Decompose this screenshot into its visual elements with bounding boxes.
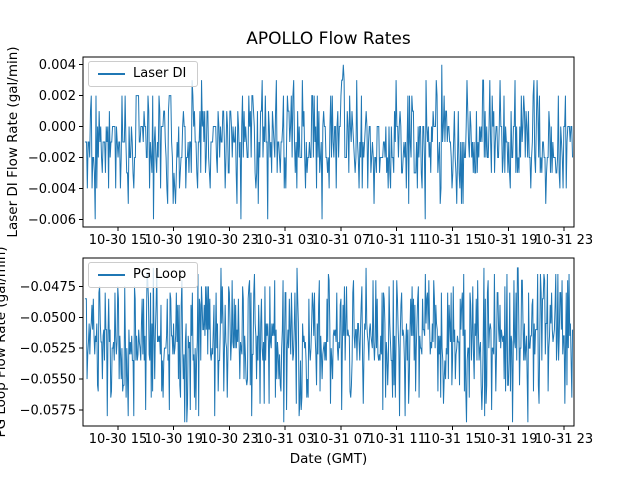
legend-laser-di: Laser DI [88, 61, 199, 87]
x-tick-label: 10-31 11 [368, 432, 426, 447]
y-tick-label: 0.000 [39, 120, 76, 135]
x-tick-label: 10-30 15 [89, 432, 147, 447]
legend-pg-loop: PG Loop [88, 262, 199, 288]
x-tick-label: 10-31 15 [423, 233, 481, 248]
x-tick-label: 10-31 03 [256, 432, 314, 447]
y-tick-label: −0.0500 [20, 311, 76, 326]
x-tick-label: 10-31 19 [479, 233, 537, 248]
y-tick-label: −0.002 [28, 151, 76, 166]
y-axis-label-laser-di: Laser DI Flow Rate (gal/min) [5, 46, 21, 238]
axes-frame-pg-loop [82, 257, 575, 427]
legend-line-sample-icon [98, 274, 125, 276]
y-tick-label: 0.002 [39, 89, 76, 104]
x-tick-label: 10-30 23 [200, 233, 258, 248]
x-tick-label: 10-31 23 [535, 432, 593, 447]
series-line-pg-loop [84, 267, 574, 423]
legend-label: Laser DI [133, 66, 187, 81]
x-tick-label: 10-30 19 [145, 233, 203, 248]
y-tick-label: −0.004 [28, 182, 76, 197]
y-tick-label: −0.0525 [20, 342, 76, 357]
x-tick-label: 10-31 19 [479, 432, 537, 447]
y-tick-label: −0.006 [28, 213, 76, 228]
y-tick-label: −0.0575 [20, 403, 76, 418]
x-tick-label: 10-30 23 [200, 432, 258, 447]
y-axis-label-pg-loop: PG Loop Flow Rate (gal/min) [0, 246, 9, 438]
x-tick-label: 10-31 03 [256, 233, 314, 248]
legend-label: PG Loop [133, 267, 187, 282]
series-line-laser-di [84, 64, 574, 220]
x-tick-label: 10-31 23 [535, 233, 593, 248]
x-tick-label: 10-30 15 [89, 233, 147, 248]
axes-frame-laser-di [82, 56, 575, 228]
y-tick-label: −0.0550 [20, 373, 76, 388]
x-axis-label: Date (GMT) [289, 451, 368, 467]
x-tick-label: 10-30 19 [145, 432, 203, 447]
y-tick-label: −0.0475 [20, 280, 76, 295]
chart-title: APOLLO Flow Rates [246, 29, 411, 49]
x-tick-label: 10-31 15 [423, 432, 481, 447]
x-tick-label: 10-31 11 [368, 233, 426, 248]
legend-line-sample-icon [98, 73, 125, 75]
y-tick-label: 0.004 [39, 58, 76, 73]
x-tick-label: 10-31 07 [312, 432, 370, 447]
x-tick-label: 10-31 07 [312, 233, 370, 248]
